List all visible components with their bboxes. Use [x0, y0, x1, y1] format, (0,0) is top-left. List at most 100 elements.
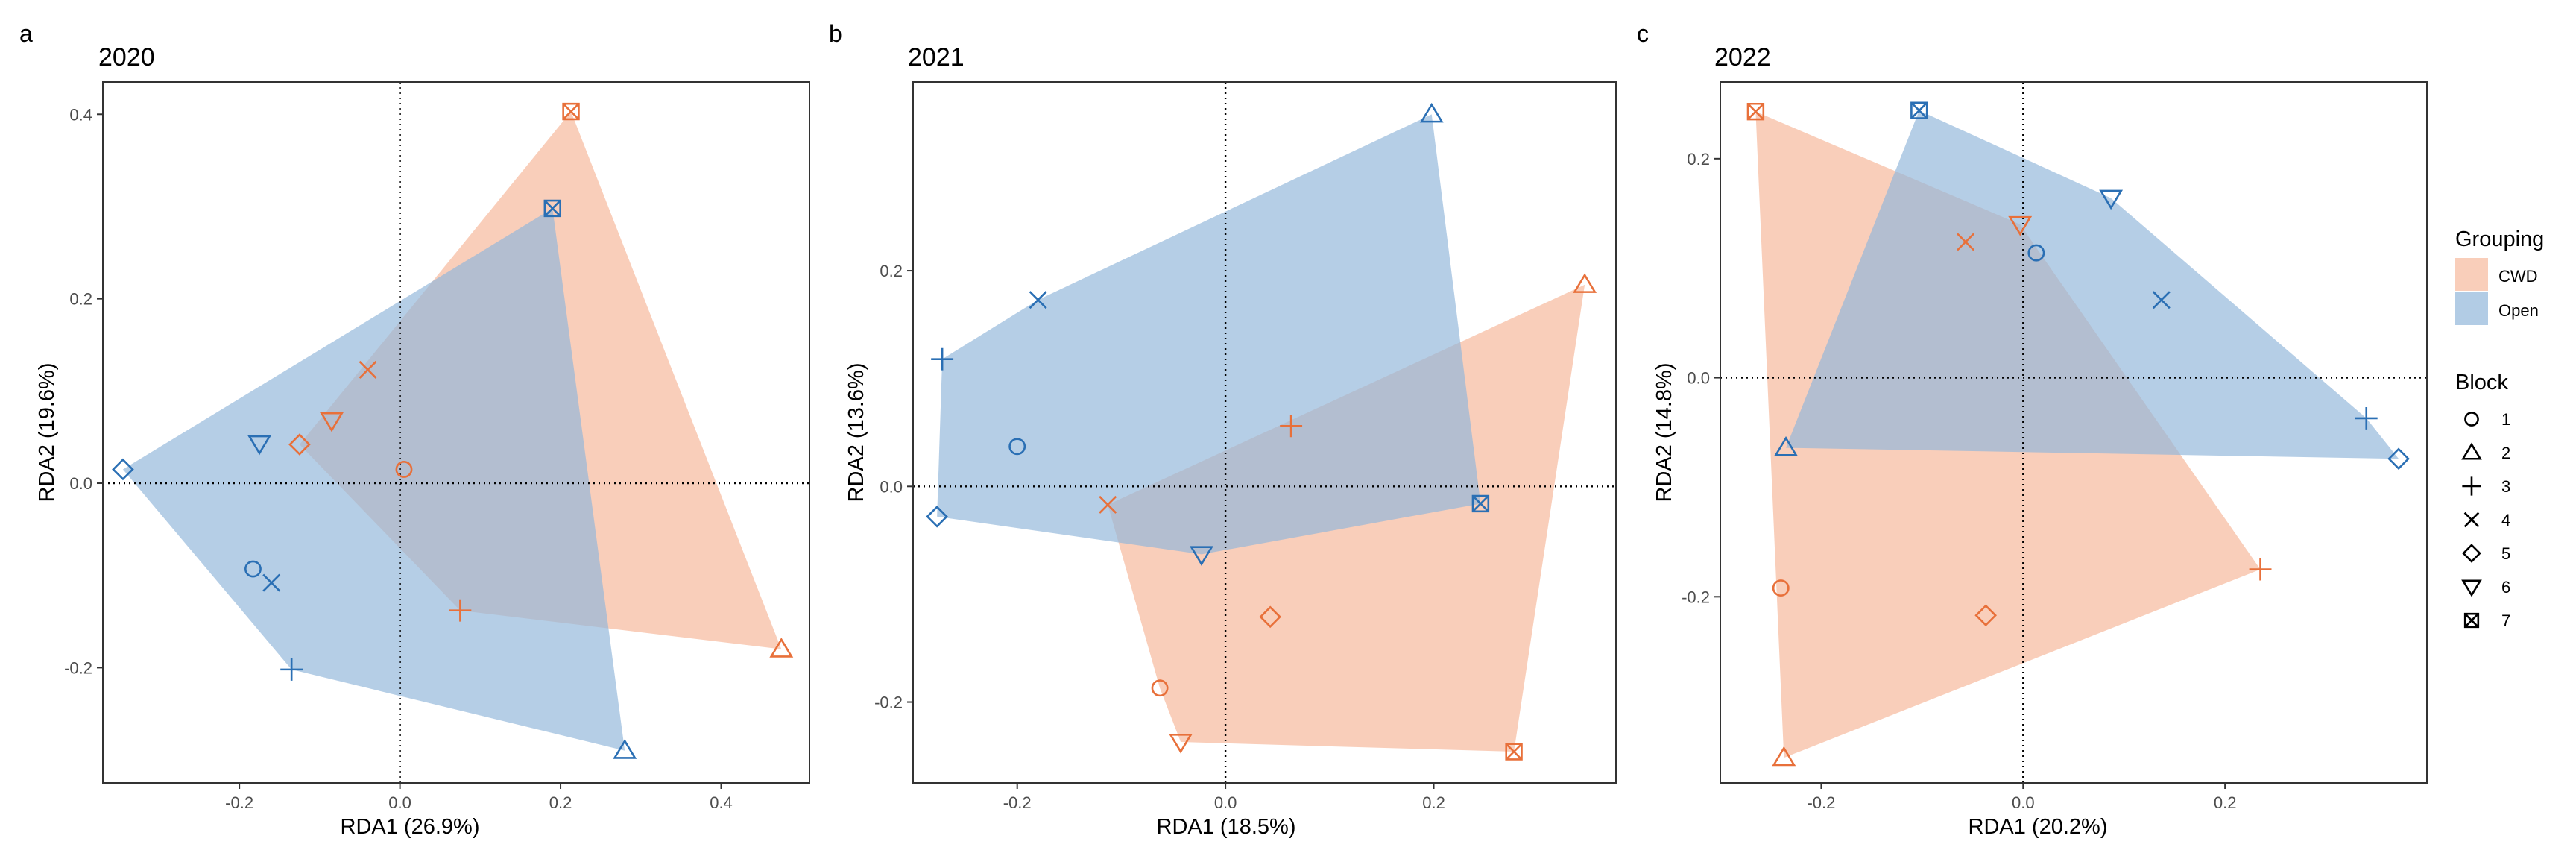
legend-block-label-6: 6 [2501, 578, 2510, 597]
point-cwd-block-1 [1772, 579, 1790, 597]
point-cwd-block-3 [2249, 558, 2272, 581]
y-tick-label: 0.2 [1687, 150, 1710, 169]
point-open-block-2 [613, 739, 637, 759]
x-tick-label: 0.4 [710, 793, 733, 812]
legend-block-label-5: 5 [2501, 544, 2510, 563]
x-tick-label: -0.2 [1807, 793, 1835, 812]
point-cwd-block-7 [1746, 102, 1765, 121]
panel-title-2021: 2021 [908, 43, 965, 72]
hull-open [1786, 110, 2399, 459]
point-cwd-block-3 [449, 599, 472, 622]
rda-panel-2022: -0.2 0.0 0.2 -0.2 0.0 0.2 [1682, 81, 2428, 812]
panel-letter-c: c [1637, 20, 1649, 47]
legend-block-label-3: 3 [2501, 477, 2510, 496]
diamond-icon [2462, 544, 2481, 563]
point-cwd-block-4 [1957, 233, 1975, 251]
point-open-block-7 [1910, 101, 1928, 119]
x-tick-label: 0.0 [1214, 793, 1237, 812]
legend-grouping-title: Grouping [2455, 227, 2544, 251]
point-open-block-5 [2387, 447, 2410, 471]
point-open-block-2 [1774, 436, 1798, 456]
legend-block-label-7: 7 [2501, 611, 2510, 630]
point-cwd-block-2 [1573, 273, 1597, 293]
point-open-block-1 [1008, 438, 1026, 456]
point-cwd-block-6 [1169, 733, 1193, 754]
y-tick-label: 0.4 [69, 105, 92, 124]
y-tick-label: -0.2 [64, 658, 92, 677]
point-cwd-block-7 [562, 102, 580, 121]
point-cwd-block-3 [1280, 415, 1303, 438]
boxed-x-icon [2463, 612, 2480, 629]
point-open-block-7 [543, 199, 561, 218]
point-open-block-3 [280, 658, 303, 681]
x-axis-label-b: RDA1 (18.5%) [1157, 815, 1296, 839]
point-open-block-5 [112, 458, 134, 481]
legend-label-cwd: CWD [2498, 267, 2538, 286]
hull-open [937, 114, 1481, 555]
point-open-block-7 [1471, 494, 1490, 513]
point-cwd-block-7 [1505, 743, 1523, 761]
point-cwd-block-5 [288, 433, 311, 456]
point-open-block-4 [262, 573, 281, 592]
panel-letter-b: b [829, 20, 842, 47]
point-open-block-3 [931, 347, 954, 371]
y-tick-label: 0.2 [880, 262, 903, 280]
legend-block-label-4: 4 [2501, 511, 2510, 529]
circle-icon [2464, 412, 2479, 427]
rda-panel-2020: -0.2 0.0 0.2 0.4 -0.2 0.0 0.2 0.4 [64, 81, 810, 812]
plus-icon [2462, 476, 2481, 496]
y-tick-label: 0.2 [69, 290, 92, 309]
point-cwd-block-2 [769, 638, 794, 658]
triangle-icon [2461, 442, 2482, 460]
x-tick-label: 0.0 [388, 793, 411, 812]
point-open-block-4 [1029, 291, 1047, 309]
point-cwd-block-6 [2008, 215, 2033, 236]
point-open-block-1 [2027, 244, 2045, 262]
panel-letter-a: a [19, 20, 33, 47]
y-axis-label-a: RDA2 (19.6%) [35, 363, 59, 503]
down-triangle-icon [2461, 579, 2482, 597]
point-open-block-2 [1419, 102, 1444, 123]
y-tick-label: -0.2 [1682, 588, 1710, 606]
point-open-block-1 [244, 560, 262, 578]
legend-block-title: Block [2455, 371, 2508, 394]
x-tick-label: 0.0 [2012, 793, 2035, 812]
x-tick-label: 0.2 [2214, 793, 2237, 812]
point-open-block-6 [2099, 189, 2124, 210]
point-cwd-block-5 [1259, 605, 1282, 629]
y-axis-label-c: RDA2 (14.8%) [1652, 363, 1676, 503]
point-open-block-4 [2152, 291, 2171, 309]
legend-key-cwd [2455, 258, 2488, 291]
y-tick-label: 0.0 [880, 477, 903, 496]
point-cwd-block-5 [1974, 604, 1998, 627]
cross-icon [2463, 512, 2480, 528]
point-cwd-block-2 [1772, 746, 1796, 767]
y-tick-label: -0.2 [874, 693, 903, 712]
legend-block-label-1: 1 [2501, 410, 2510, 429]
rda-panel-2021: -0.2 0.0 0.2 -0.2 0.0 0.2 [874, 81, 1617, 812]
x-axis-label-c: RDA1 (20.2%) [1969, 815, 2108, 839]
point-open-block-5 [926, 505, 948, 528]
y-tick-label: 0.0 [1687, 369, 1710, 388]
hull-open [122, 208, 625, 751]
point-open-block-6 [1190, 546, 1213, 566]
x-tick-label: 0.2 [1422, 793, 1445, 812]
point-cwd-block-4 [1099, 495, 1117, 514]
plot-frame [912, 81, 1617, 784]
legend: Grouping CWD Open Block 1 2 3 4 5 6 7 [2455, 227, 2544, 630]
y-axis-label-b: RDA2 (13.6%) [845, 363, 868, 503]
x-tick-label: -0.2 [225, 793, 253, 812]
legend-label-open: Open [2498, 301, 2539, 320]
point-open-block-6 [247, 435, 272, 456]
legend-block-label-2: 2 [2501, 444, 2510, 462]
panel-title-2022: 2022 [1714, 43, 1771, 72]
point-cwd-block-4 [359, 360, 377, 379]
legend-key-open [2455, 292, 2488, 325]
y-tick-label: 0.0 [69, 474, 92, 493]
point-cwd-block-1 [1151, 679, 1169, 697]
point-cwd-block-1 [395, 461, 413, 478]
x-tick-label: 0.2 [549, 793, 572, 812]
x-tick-label: -0.2 [1003, 793, 1032, 812]
point-open-block-3 [2355, 406, 2378, 430]
